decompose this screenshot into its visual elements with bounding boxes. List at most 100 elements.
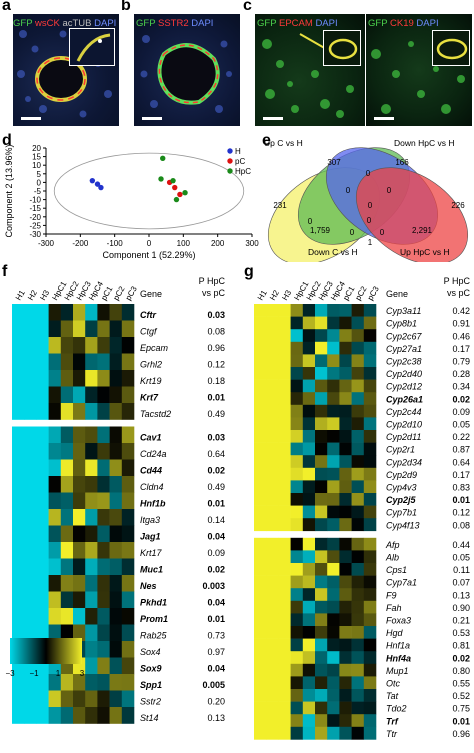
column-label: H3 [280, 288, 293, 302]
heatmap-cell [24, 320, 37, 338]
heatmap-cell [97, 509, 110, 526]
heatmap-cell [109, 690, 123, 708]
gene-label: Tdo2 [386, 704, 407, 714]
heatmap-cell [85, 657, 98, 675]
heatmap-cell [254, 563, 267, 576]
heatmap-cell [24, 608, 37, 625]
gene-label: Cyp2c44 [386, 407, 422, 417]
heatmap-cell [48, 426, 62, 444]
column-label: H2 [26, 288, 39, 302]
p-value: 0.42 [452, 306, 470, 316]
heatmap-cell [302, 563, 316, 576]
p-value: 0.02 [452, 653, 470, 663]
p-value: 0.75 [452, 704, 470, 714]
heatmap-cell [121, 370, 135, 387]
heatmap-cell [48, 542, 62, 559]
heatmap-cell [109, 304, 123, 321]
heatmap-cell [254, 550, 267, 564]
heatmap-cell [85, 690, 98, 708]
p-value: 0.08 [207, 327, 225, 337]
heatmap-cell [278, 341, 291, 355]
p-value: 0.01 [207, 499, 225, 509]
heatmap-cell [121, 690, 135, 708]
heatmap-cell [302, 726, 316, 740]
colorbar-tick-label: 1 [56, 669, 61, 678]
heatmap-cell [266, 455, 279, 469]
heatmap-cell [315, 575, 328, 589]
y-tick-label: 15 [32, 153, 41, 162]
heatmap-cell [315, 354, 328, 368]
heatmap-cell [315, 600, 328, 614]
p-value: 0.13 [452, 590, 470, 600]
p-value: 0.13 [207, 713, 225, 723]
heatmap-cell [254, 701, 267, 715]
heatmap-cell [363, 379, 377, 393]
heatmap-cell [36, 476, 49, 493]
heatmap-cell [351, 367, 365, 380]
heatmap-cell [266, 714, 279, 728]
heatmap-cell [254, 537, 267, 551]
heatmap-cell [60, 370, 74, 387]
point-HpC [160, 155, 166, 162]
heatmap-cell [278, 613, 291, 627]
confidence-ellipse [53, 152, 245, 230]
x-tick-label: -100 [107, 239, 124, 248]
y-tick-label: -15 [29, 204, 41, 213]
heatmap-cell [97, 459, 110, 477]
panel-label-c: c [243, 0, 252, 14]
heatmap-cell [73, 337, 86, 354]
heatmap-cell [85, 304, 98, 321]
heatmap-cell [97, 624, 110, 642]
gene-label: Jag1 [140, 532, 161, 542]
heatmap-cell [327, 480, 340, 494]
heatmap-cell [48, 509, 62, 526]
heatmap-cell [315, 518, 328, 532]
heatmap-cell [266, 367, 279, 380]
heatmap-cell [351, 518, 365, 532]
heatmap-cell [97, 542, 110, 559]
heatmap-cell [290, 600, 304, 614]
heatmap-cell [302, 341, 316, 355]
gene-label: Cyp2d11 [386, 432, 421, 442]
column-label: H1 [256, 288, 269, 302]
heatmap-cell [97, 403, 110, 420]
p-value: 0.91 [452, 319, 470, 329]
heatmap-cell [339, 575, 352, 589]
heatmap-cell [266, 341, 279, 355]
heatmap-cell [266, 600, 279, 614]
p-value: 0.09 [207, 548, 225, 558]
heatmap-cell [121, 459, 135, 477]
heatmap-cell [327, 550, 340, 564]
heatmap-cell [327, 689, 340, 702]
p-value: 0.05 [452, 420, 470, 430]
heatmap-cell [278, 505, 291, 519]
heatmap-cell [327, 600, 340, 614]
heatmap-cell [266, 316, 279, 330]
p-value: 0.02 [207, 565, 225, 575]
gene-label: Fah [386, 603, 402, 613]
heatmap-cell [85, 353, 98, 371]
heatmap-cell [278, 430, 291, 443]
heatmap-cell [266, 493, 279, 506]
heatmap-cell [36, 443, 49, 460]
heatmap-cell [36, 509, 49, 526]
heatmap-cell [85, 525, 98, 543]
p-value: 0.03 [207, 310, 225, 320]
p-value: 0.12 [452, 508, 470, 518]
heatmap-cell [60, 304, 74, 321]
heatmap-cell [36, 591, 49, 609]
gene-label: Mup1 [386, 666, 409, 676]
p-value: 0.01 [452, 495, 470, 505]
heatmap-cell [85, 320, 98, 338]
heatmap-cell [315, 651, 328, 665]
heatmap-cell [73, 690, 86, 708]
heatmap-cell [363, 442, 377, 456]
heatmap-cell [73, 459, 86, 477]
heatmap-cell [290, 651, 304, 665]
heatmap-cell [363, 651, 377, 665]
heatmap-cell [254, 600, 267, 614]
p-value: 0.49 [207, 409, 225, 419]
heatmap-cell [351, 651, 365, 665]
heatmap-cell [302, 575, 316, 589]
p-value: 0.03 [207, 433, 225, 443]
